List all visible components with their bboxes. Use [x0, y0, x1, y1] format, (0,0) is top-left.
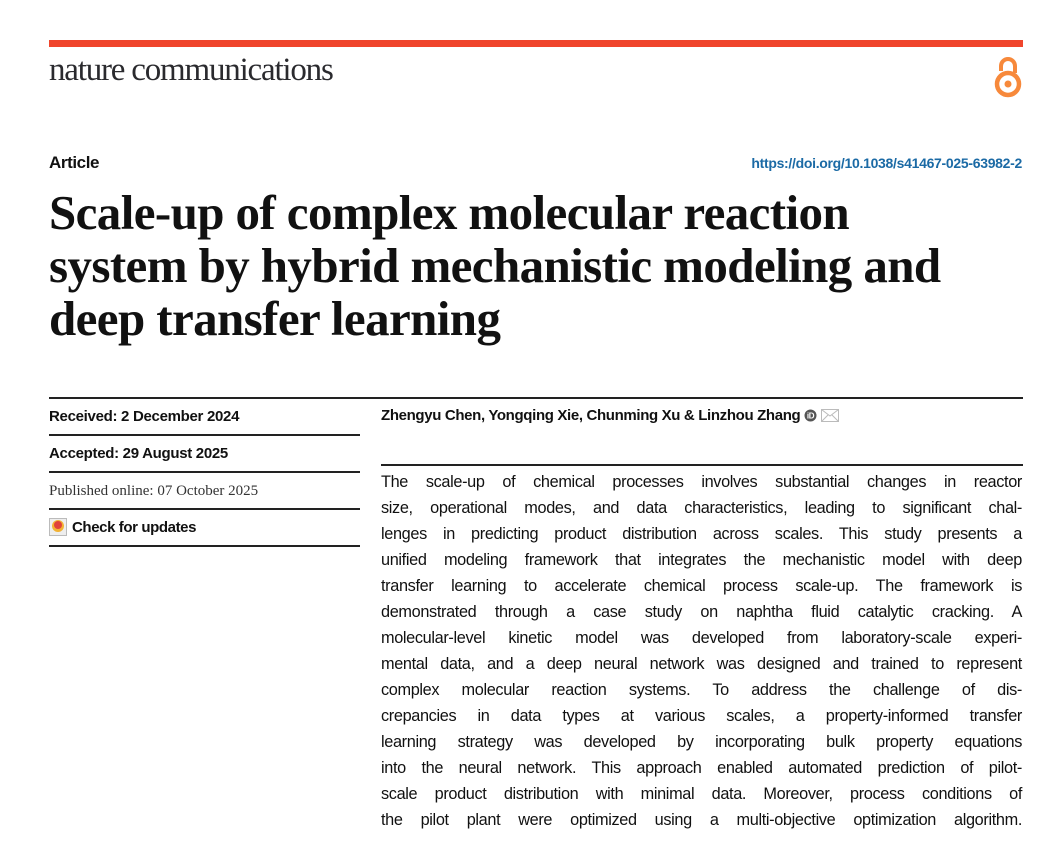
abstract-line: lenges in predicting product distributio…: [381, 525, 1022, 543]
abstract-line: The scale-up of chemical processes invol…: [381, 473, 1022, 491]
title-line: Scale-up of complex molecular reaction: [49, 185, 850, 240]
abstract-line: into the neural network. This approach e…: [381, 759, 1022, 777]
check-updates-icon: [49, 518, 67, 536]
divider: [49, 508, 360, 510]
received-date: Received: 2 December 2024: [49, 408, 240, 425]
title-line: system by hybrid mechanistic modeling an…: [49, 238, 941, 293]
divider: [49, 545, 360, 547]
check-updates-label: Check for updates: [72, 518, 197, 536]
author-list: Zhengyu Chen, Yongqing Xie, Chunming Xu …: [381, 407, 840, 424]
divider: [49, 397, 1023, 399]
abstract-line: mental data, and a deep neural network w…: [381, 655, 1022, 673]
open-access-icon: [994, 57, 1022, 98]
divider: [49, 471, 360, 473]
orcid-icon[interactable]: iD: [804, 409, 817, 422]
abstract-line: learning strategy was developed by incor…: [381, 733, 1022, 751]
divider: [381, 464, 1023, 466]
abstract-line: crepancies in data types at various scal…: [381, 707, 1022, 725]
abstract-line: demonstrated through a case study on nap…: [381, 603, 1022, 621]
journal-name: nature communications: [49, 52, 334, 88]
header-bar: [49, 40, 1023, 47]
abstract-line: unified modeling framework that integrat…: [381, 551, 1022, 569]
svg-text:iD: iD: [807, 412, 815, 421]
doi-link[interactable]: https://doi.org/10.1038/s41467-025-63982…: [751, 155, 1022, 171]
divider: [49, 434, 360, 436]
abstract-line: molecular-level kinetic model was develo…: [381, 629, 1022, 647]
article-type: Article: [49, 153, 100, 172]
abstract-line: transfer learning to accelerate chemical…: [381, 577, 1022, 595]
authors-text[interactable]: Zhengyu Chen, Yongqing Xie, Chunming Xu …: [381, 407, 801, 424]
title-line: deep transfer learning: [49, 291, 501, 346]
abstract-line: size, operational modes, and data charac…: [381, 499, 1022, 517]
check-for-updates-button[interactable]: Check for updates: [49, 518, 196, 536]
published-date: Published online: 07 October 2025: [49, 483, 259, 499]
abstract-line: the pilot plant were optimized using a m…: [381, 811, 1022, 829]
abstract-line: complex molecular reaction systems. To a…: [381, 681, 1022, 699]
email-icon[interactable]: [821, 409, 840, 422]
abstract-line: scale product distribution with minimal …: [381, 785, 1022, 803]
accepted-date: Accepted: 29 August 2025: [49, 445, 228, 462]
